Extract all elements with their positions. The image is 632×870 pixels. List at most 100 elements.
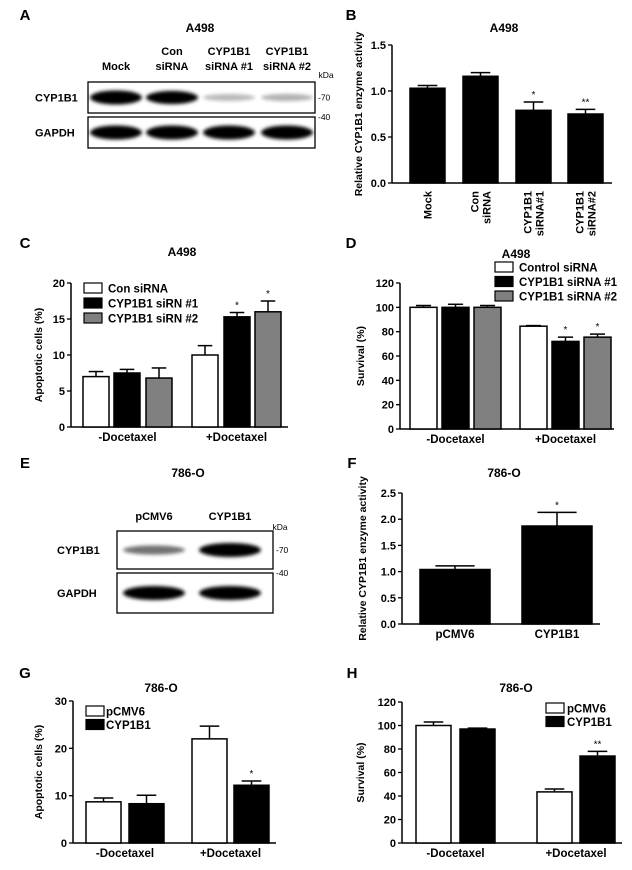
- bar: [459, 728, 496, 844]
- x-category-label: siRNA#1: [535, 191, 547, 236]
- bar: [536, 791, 573, 844]
- legend-swatch: [85, 718, 105, 731]
- y-tick-label: 1.5: [371, 40, 386, 52]
- legend-swatch: [83, 282, 103, 294]
- x-category-label: +Docetaxel: [535, 434, 596, 446]
- bar: [579, 755, 616, 844]
- bar: [462, 75, 499, 184]
- legend-label: pCMV6: [106, 707, 145, 719]
- significance-marker: *: [235, 301, 239, 312]
- y-tick-label: 100: [376, 302, 394, 314]
- y-tick-label: 40: [384, 791, 396, 803]
- x-category-label: +Docetaxel: [545, 848, 606, 860]
- legend-swatch: [85, 705, 105, 717]
- panel-letter: D: [346, 235, 357, 252]
- bar-chart-panel-H: H 786-O Survival (%) 0 20 40 60 80 100 120 ** -Doce…: [347, 665, 622, 860]
- panel-letter: C: [20, 235, 31, 252]
- size-marker: -40: [276, 568, 289, 578]
- legend: Con siRNA CYP1B1 siRN #1 CYP1B1 siRN #2: [83, 282, 199, 326]
- western-blot-panel-E: E 786-O pCMV6 CYP1B1 kDa CYP1B1 -70 GAPDH -40: [20, 455, 289, 614]
- significance-marker: **: [594, 739, 602, 750]
- chart-title: 786-O: [487, 466, 520, 480]
- y-tick-label: 0.5: [371, 132, 386, 144]
- x-category-label: Con: [470, 191, 482, 213]
- y-tick-label: 120: [376, 278, 394, 290]
- bar: [419, 568, 491, 625]
- lane-label: siRNA #1: [205, 61, 253, 73]
- y-tick-label: 5: [59, 386, 65, 398]
- bar: [473, 306, 502, 430]
- y-tick-label: 80: [382, 327, 394, 339]
- bar: [191, 738, 228, 844]
- blot-title: A498: [186, 21, 215, 35]
- bar: [191, 354, 219, 428]
- y-axis-label: Relative CYP1B1 enzyme activity: [357, 476, 369, 641]
- chart-title: A498: [502, 247, 531, 261]
- legend-label: Control siRNA: [519, 263, 598, 275]
- significance-marker: **: [582, 97, 590, 108]
- legend-label: Con siRNA: [108, 284, 168, 296]
- y-tick-label: 60: [382, 351, 394, 363]
- legend-label: CYP1B1: [567, 717, 612, 729]
- y-tick-label: 1.5: [381, 540, 396, 552]
- size-marker: -70: [318, 93, 331, 103]
- lane-label: Con: [161, 46, 183, 58]
- x-category-label: CYP1B1: [575, 191, 587, 234]
- y-tick-label: 0: [61, 838, 67, 850]
- significance-marker: *: [564, 325, 568, 336]
- lane-label: siRNA: [155, 61, 188, 73]
- y-tick-label: 15: [53, 314, 65, 326]
- kda-label: kDa: [318, 70, 333, 80]
- legend-swatch: [494, 275, 514, 288]
- y-tick-label: 0.0: [371, 178, 386, 190]
- lane-label: pCMV6: [135, 511, 172, 523]
- x-category-label: -Docetaxel: [96, 848, 154, 860]
- lane-label: Mock: [102, 61, 131, 73]
- lane-label: siRNA #2: [263, 61, 311, 73]
- row-label: CYP1B1: [57, 545, 100, 557]
- panel-letter: E: [20, 455, 30, 472]
- bar: [113, 372, 141, 428]
- bar: [223, 316, 251, 428]
- x-category-label: -Docetaxel: [98, 432, 156, 444]
- protein-band: [261, 125, 313, 140]
- bar: [521, 525, 593, 625]
- lane-label: CYP1B1: [208, 46, 251, 58]
- panel-letter: A: [20, 7, 31, 24]
- bar: [145, 377, 173, 428]
- bar: [515, 109, 552, 184]
- panel-letter: G: [19, 665, 31, 682]
- row-label: CYP1B1: [35, 93, 78, 105]
- bar: [551, 340, 580, 430]
- x-category-label: +Docetaxel: [206, 432, 267, 444]
- y-tick-label: 30: [55, 696, 67, 708]
- lane-label: CYP1B1: [266, 46, 309, 58]
- x-category-label: CYP1B1: [523, 191, 535, 234]
- protein-band: [203, 125, 255, 140]
- bar: [583, 336, 612, 430]
- panel-letter: B: [346, 7, 357, 24]
- y-tick-label: 1.0: [381, 567, 396, 579]
- protein-band: [261, 93, 313, 102]
- bar-chart-panel-C: C A498 Apoptotic cells (%) 0 5 10 15 20 * * -Docet…: [20, 235, 288, 444]
- legend-swatch: [545, 715, 565, 728]
- significance-marker: *: [250, 769, 254, 780]
- bar: [85, 801, 122, 844]
- x-category-label: pCMV6: [436, 629, 475, 641]
- y-tick-label: 0: [59, 422, 65, 434]
- y-tick-label: 60: [384, 768, 396, 780]
- y-tick-label: 120: [378, 697, 396, 709]
- protein-band: [199, 586, 261, 600]
- bar: [567, 113, 604, 184]
- protein-band: [199, 543, 261, 557]
- blot-title: 786-O: [171, 466, 204, 480]
- protein-band: [146, 125, 198, 140]
- y-tick-label: 2.5: [381, 488, 396, 500]
- size-marker: -40: [318, 112, 331, 122]
- legend-label: CYP1B1 siRNA #2: [519, 292, 617, 304]
- y-tick-label: 100: [378, 721, 396, 733]
- legend-label: CYP1B1 siRN #1: [108, 299, 199, 311]
- bar: [409, 306, 438, 430]
